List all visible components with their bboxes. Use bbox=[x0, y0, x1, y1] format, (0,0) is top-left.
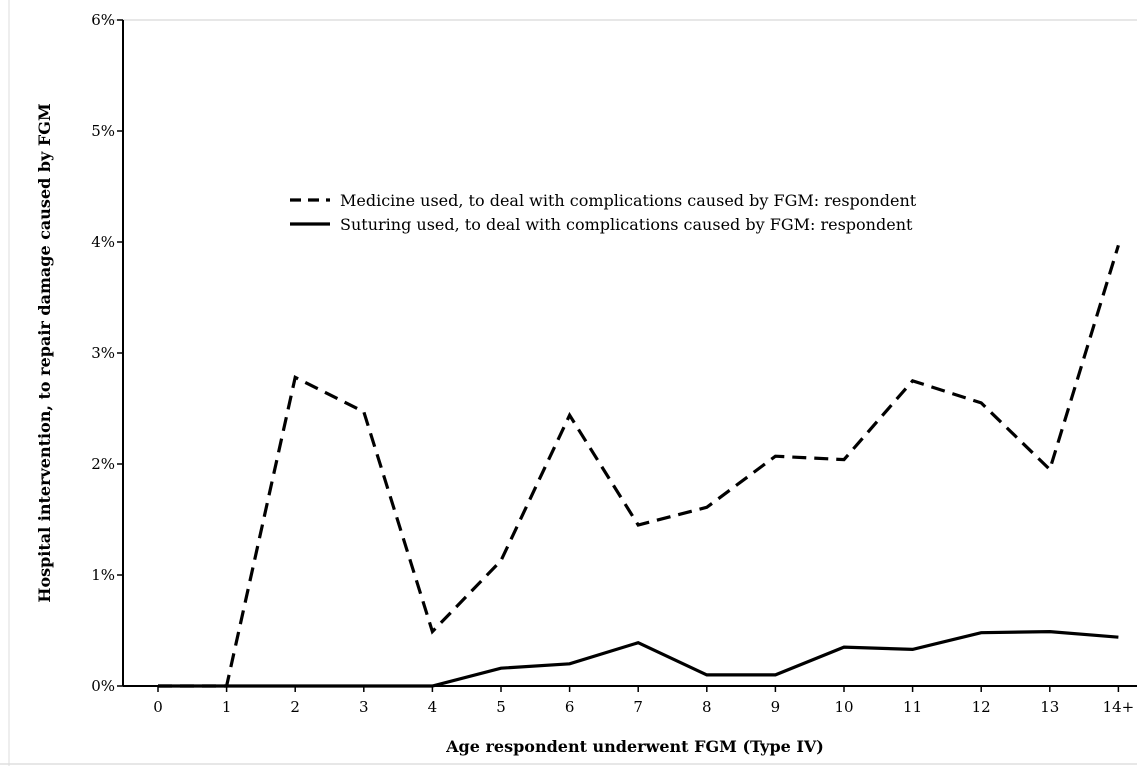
x-tick-label: 4 bbox=[428, 698, 438, 716]
legend-label-medicine: Medicine used, to deal with complication… bbox=[340, 191, 917, 210]
series-line-medicine bbox=[158, 244, 1120, 688]
x-tick-label: 11 bbox=[903, 698, 922, 716]
series-group bbox=[158, 244, 1120, 688]
series-line-suturing bbox=[158, 629, 1119, 688]
x-tick-label: 13 bbox=[1040, 698, 1059, 716]
x-tick-label: 12 bbox=[972, 698, 991, 716]
y-tick-label: 5% bbox=[91, 122, 115, 140]
x-tick-label: 3 bbox=[359, 698, 369, 716]
y-tick-label: 6% bbox=[91, 11, 115, 29]
axes-group: 0%1%2%3%4%5%6%0 1 2 3 4 5 6 7 8 9 10 11 12 13 14+ bbox=[91, 11, 1137, 716]
y-tick-label: 4% bbox=[91, 233, 115, 251]
y-tick-label: 3% bbox=[91, 344, 115, 362]
x-tick-label: 8 bbox=[702, 698, 712, 716]
x-axis-title: Age respondent underwent FGM (Type IV) bbox=[445, 737, 824, 756]
x-tick-label: 2 bbox=[290, 698, 300, 716]
x-tick-label: 5 bbox=[496, 698, 506, 716]
x-tick-label: 9 bbox=[771, 698, 781, 716]
x-tick-label: 1 bbox=[222, 698, 232, 716]
legend-label-suturing: Suturing used, to deal with complication… bbox=[340, 215, 913, 234]
x-tick-label: 6 bbox=[565, 698, 575, 716]
y-tick-label: 1% bbox=[91, 566, 115, 584]
x-tick-label: 14+ bbox=[1103, 698, 1135, 716]
x-tick-label: 0 bbox=[153, 698, 163, 716]
legend: Medicine used, to deal with complication… bbox=[290, 191, 917, 234]
x-tick-label: 10 bbox=[834, 698, 853, 716]
y-tick-label: 0% bbox=[91, 677, 115, 695]
y-axis-title: Hospital intervention, to repair damage … bbox=[35, 103, 54, 602]
x-tick-label: 7 bbox=[633, 698, 643, 716]
y-tick-label: 2% bbox=[91, 455, 115, 473]
